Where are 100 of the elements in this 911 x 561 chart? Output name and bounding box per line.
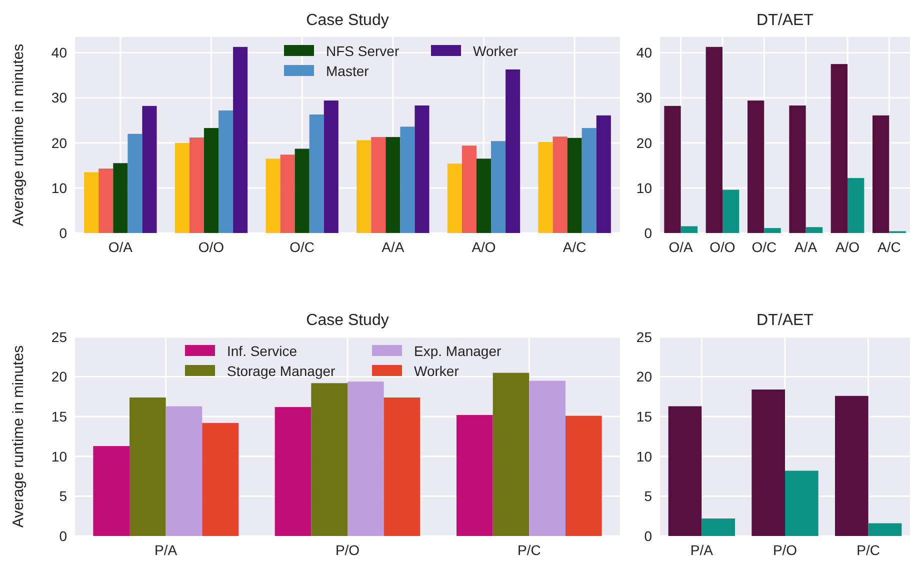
bar bbox=[764, 228, 781, 233]
bar bbox=[706, 46, 722, 233]
bar bbox=[491, 141, 506, 233]
bar bbox=[98, 168, 114, 233]
x-tick-label: A/A bbox=[794, 239, 818, 255]
x-tick-label: O/O bbox=[198, 239, 224, 255]
x-tick-label: O/C bbox=[290, 239, 315, 255]
x-tick-label: P/C bbox=[856, 542, 880, 558]
chart-title: DT/AET bbox=[756, 312, 814, 329]
x-tick-label: A/O bbox=[472, 239, 496, 255]
x-tick-label: P/A bbox=[690, 542, 714, 558]
y-tick-label: 10 bbox=[636, 180, 652, 196]
y-tick-label: 20 bbox=[636, 368, 652, 385]
y-tick-label: 0 bbox=[59, 528, 68, 544]
bar bbox=[309, 114, 324, 233]
bar bbox=[84, 172, 99, 233]
y-axis-title: Average runtime in minutes bbox=[10, 345, 27, 528]
bar bbox=[529, 380, 566, 536]
bar bbox=[93, 446, 130, 536]
bar bbox=[280, 154, 295, 233]
y-tick-label: 25 bbox=[51, 328, 68, 345]
x-tick-label: O/A bbox=[108, 239, 134, 255]
bar bbox=[552, 136, 568, 233]
bar bbox=[789, 105, 806, 233]
x-tick-label: P/C bbox=[517, 542, 541, 558]
bar bbox=[848, 178, 864, 233]
x-tick-label: P/O bbox=[772, 542, 798, 558]
bar bbox=[384, 397, 420, 536]
x-tick-label: A/C bbox=[562, 239, 586, 255]
bar bbox=[476, 158, 492, 233]
bar bbox=[785, 470, 818, 536]
y-tick-label: 10 bbox=[636, 448, 652, 464]
bar bbox=[166, 406, 202, 536]
legend-label: NFS Server bbox=[326, 43, 400, 59]
bar bbox=[142, 106, 157, 233]
x-tick-label: P/A bbox=[154, 542, 178, 558]
x-tick-label: A/O bbox=[835, 239, 860, 255]
bar bbox=[566, 416, 602, 536]
y-tick-label: 30 bbox=[636, 90, 652, 106]
bar bbox=[722, 190, 740, 233]
bar bbox=[868, 523, 902, 536]
bar bbox=[506, 69, 520, 233]
bar bbox=[668, 406, 702, 536]
bar bbox=[414, 105, 430, 233]
legend-label: Master bbox=[326, 63, 370, 79]
y-tick-label: 10 bbox=[51, 448, 68, 464]
legend-label: Worker bbox=[414, 363, 460, 379]
bar bbox=[702, 518, 735, 536]
bar bbox=[596, 115, 611, 233]
y-tick-label: 40 bbox=[51, 44, 68, 61]
y-tick-label: 0 bbox=[59, 224, 68, 241]
bar bbox=[538, 142, 553, 233]
bar bbox=[274, 407, 312, 536]
bar bbox=[386, 137, 400, 233]
x-tick-label: O/C bbox=[752, 239, 777, 255]
legend-label: Storage Manager bbox=[227, 363, 336, 379]
x-tick-label: A/C bbox=[877, 239, 901, 255]
y-axis-title: Average runtime in minutes bbox=[10, 44, 27, 226]
bar bbox=[218, 110, 234, 233]
bar bbox=[324, 100, 338, 233]
bar bbox=[752, 390, 785, 536]
bar bbox=[356, 140, 372, 233]
chart-title: Case Study bbox=[306, 12, 389, 29]
y-tick-label: 10 bbox=[51, 180, 68, 196]
bar bbox=[462, 146, 476, 233]
y-tick-label: 20 bbox=[51, 134, 68, 151]
bar bbox=[400, 126, 415, 233]
bar bbox=[294, 148, 310, 233]
y-tick-label: 15 bbox=[51, 408, 68, 424]
bar bbox=[189, 137, 204, 233]
bar bbox=[174, 142, 190, 233]
bar bbox=[233, 46, 248, 233]
bar bbox=[830, 64, 848, 233]
bar bbox=[204, 128, 219, 233]
bar bbox=[582, 128, 596, 233]
bar bbox=[311, 383, 348, 536]
bar bbox=[872, 115, 890, 233]
y-tick-label: 20 bbox=[51, 368, 68, 385]
chart-title: DT/AET bbox=[756, 12, 814, 29]
bar bbox=[130, 397, 166, 536]
bar bbox=[664, 106, 681, 233]
bar bbox=[835, 396, 868, 536]
y-tick-label: 5 bbox=[59, 488, 68, 504]
legend-label: Inf. Service bbox=[227, 343, 298, 359]
bar bbox=[748, 100, 764, 233]
x-tick-label: O/A bbox=[668, 239, 694, 255]
bar bbox=[348, 382, 384, 536]
x-tick-label: A/A bbox=[382, 239, 405, 255]
y-tick-label: 30 bbox=[51, 90, 68, 106]
y-tick-label: 0 bbox=[644, 528, 652, 544]
y-tick-label: 20 bbox=[636, 134, 652, 151]
bar bbox=[680, 226, 698, 233]
bar bbox=[113, 163, 128, 233]
x-tick-label: O/O bbox=[710, 239, 736, 255]
bar bbox=[456, 415, 493, 536]
y-tick-label: 40 bbox=[636, 44, 652, 61]
legend-label: Worker bbox=[473, 43, 518, 59]
x-tick-label: P/O bbox=[335, 542, 360, 558]
bar bbox=[492, 372, 530, 536]
y-tick-label: 0 bbox=[644, 224, 652, 241]
